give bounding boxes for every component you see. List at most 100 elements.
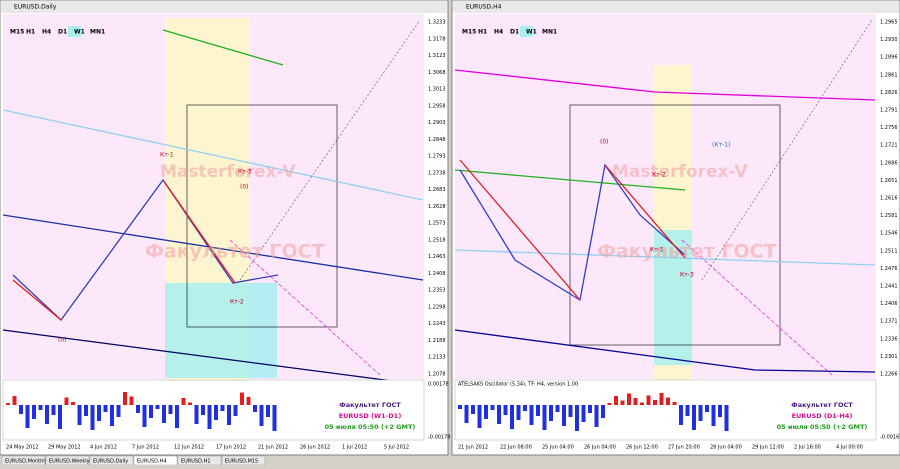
osc-bar bbox=[562, 405, 566, 426]
osc-bar bbox=[45, 405, 49, 424]
trend-line bbox=[2, 109, 424, 201]
osc-bar bbox=[692, 405, 696, 430]
osc-bar bbox=[6, 403, 10, 405]
tab-label[interactable]: EURUSD,Daily bbox=[93, 459, 128, 465]
osc-bar bbox=[253, 405, 257, 412]
osc-bar bbox=[188, 402, 192, 405]
osc-bar bbox=[607, 403, 612, 405]
box bbox=[569, 104, 781, 346]
price-label: 1.3233 bbox=[428, 20, 446, 26]
trend-line bbox=[459, 163, 686, 302]
osc-bar bbox=[214, 405, 218, 420]
tf-active bbox=[520, 26, 533, 37]
date-label: 4 Jul 00:00 bbox=[836, 445, 863, 451]
price-label: 1.2336 bbox=[880, 336, 898, 342]
osc-bar bbox=[659, 393, 664, 405]
osc-bar bbox=[588, 405, 592, 413]
price-label: 1.2266 bbox=[880, 372, 898, 378]
osc-bar bbox=[666, 397, 670, 405]
osc-bar bbox=[718, 405, 722, 417]
date-label: 4 Jun 2012 bbox=[90, 445, 117, 451]
info-text: 05 июля 05:50 (+2 GMT) bbox=[777, 423, 868, 431]
osc-bar bbox=[84, 405, 88, 416]
trend-line bbox=[454, 69, 876, 101]
osc-bar bbox=[497, 405, 501, 424]
price-label: 1.2791 bbox=[880, 108, 898, 114]
price-label: 1.2930 bbox=[880, 37, 898, 43]
osc-bar bbox=[181, 398, 186, 405]
osc-bar bbox=[155, 405, 160, 409]
osc-bar bbox=[575, 405, 579, 431]
trend-line bbox=[454, 249, 876, 266]
price-label: 1.2896 bbox=[880, 55, 898, 61]
tf-button[interactable]: M15 bbox=[10, 29, 24, 36]
price-label: 1.2861 bbox=[880, 72, 898, 78]
tf-button[interactable]: H1 bbox=[26, 29, 35, 36]
price-label: 1.2476 bbox=[880, 266, 898, 272]
osc-bar bbox=[477, 405, 482, 428]
tf-button[interactable]: W1 bbox=[526, 29, 537, 36]
osc-bar bbox=[711, 405, 716, 426]
price-label: 1.2463 bbox=[428, 254, 446, 260]
tab-label[interactable]: EURUSD,H4 bbox=[137, 459, 167, 465]
tf-button[interactable]: D1 bbox=[58, 29, 67, 36]
date-label: 26 Jun 04:00 bbox=[584, 445, 616, 451]
price-label: 1.3123 bbox=[428, 53, 446, 59]
date-label: 24 May 2012 bbox=[6, 445, 39, 451]
tf-button[interactable]: MN1 bbox=[542, 29, 557, 36]
price-label: 1.2683 bbox=[428, 187, 446, 193]
projection bbox=[681, 239, 833, 376]
tf-button[interactable]: H4 bbox=[42, 29, 51, 36]
price-label: 1.2616 bbox=[880, 196, 898, 202]
tf-button[interactable]: D1 bbox=[510, 29, 519, 36]
osc-bar bbox=[227, 405, 231, 425]
date-label: 27 Jun 20:00 bbox=[668, 445, 700, 451]
tf-button[interactable]: H4 bbox=[494, 29, 503, 36]
tab-label[interactable]: EURUSD,Weekly bbox=[49, 459, 90, 465]
tf-button[interactable]: MN1 bbox=[90, 29, 105, 36]
price-label: 1.2243 bbox=[428, 321, 446, 327]
tf-button[interactable]: W1 bbox=[74, 29, 85, 36]
osc-bar bbox=[627, 393, 631, 405]
annotation: Кт-1 bbox=[160, 152, 174, 159]
osc-bar bbox=[136, 405, 140, 413]
trend-line bbox=[454, 169, 686, 191]
price-label: 1.2738 bbox=[428, 170, 446, 176]
trend-line bbox=[2, 329, 424, 386]
osc-bar bbox=[724, 405, 729, 431]
window-title: EURUSD,H4 bbox=[466, 4, 502, 11]
osc-bar bbox=[503, 405, 508, 415]
osc-label: ATELSAKS Oscillator (5,34), TF: H4, vers… bbox=[458, 382, 578, 388]
osc-bar bbox=[168, 405, 173, 414]
osc-bar bbox=[25, 405, 30, 428]
tf-button[interactable]: H1 bbox=[478, 29, 487, 36]
tab-label[interactable]: EURUSD,Monthly bbox=[5, 459, 48, 465]
osc-bar bbox=[640, 402, 644, 405]
price-label: 1.2756 bbox=[880, 125, 898, 131]
osc-bar bbox=[64, 397, 69, 405]
osc-bar bbox=[490, 405, 495, 410]
tf-button[interactable]: M15 bbox=[462, 29, 476, 36]
info-text: Факультет ГОСТ bbox=[791, 401, 853, 409]
trend-line bbox=[12, 279, 62, 321]
osc-bar bbox=[162, 405, 166, 423]
date-label: 25 Jun 04:00 bbox=[542, 445, 574, 451]
osc-bar bbox=[581, 405, 586, 422]
price-label: 1.2518 bbox=[428, 237, 446, 243]
osc-bar bbox=[555, 405, 560, 412]
tab-label[interactable]: EURUSD,H1 bbox=[181, 459, 211, 465]
price-label: 1.2793 bbox=[428, 154, 446, 160]
osc-bar bbox=[549, 405, 553, 421]
tab-label[interactable]: EURUSD,M15 bbox=[225, 459, 258, 465]
price-label: 1.2371 bbox=[880, 319, 898, 325]
tf-active bbox=[68, 26, 81, 37]
trend-line bbox=[2, 214, 424, 281]
osc-bar bbox=[672, 402, 677, 405]
osc-bar bbox=[38, 405, 43, 410]
price-label: 1.2301 bbox=[880, 354, 898, 360]
info-text: EURUSD (D1-H4) bbox=[792, 412, 853, 420]
trend-line bbox=[454, 329, 876, 373]
price-label: 1.2651 bbox=[880, 178, 898, 184]
osc-bar bbox=[614, 396, 618, 405]
